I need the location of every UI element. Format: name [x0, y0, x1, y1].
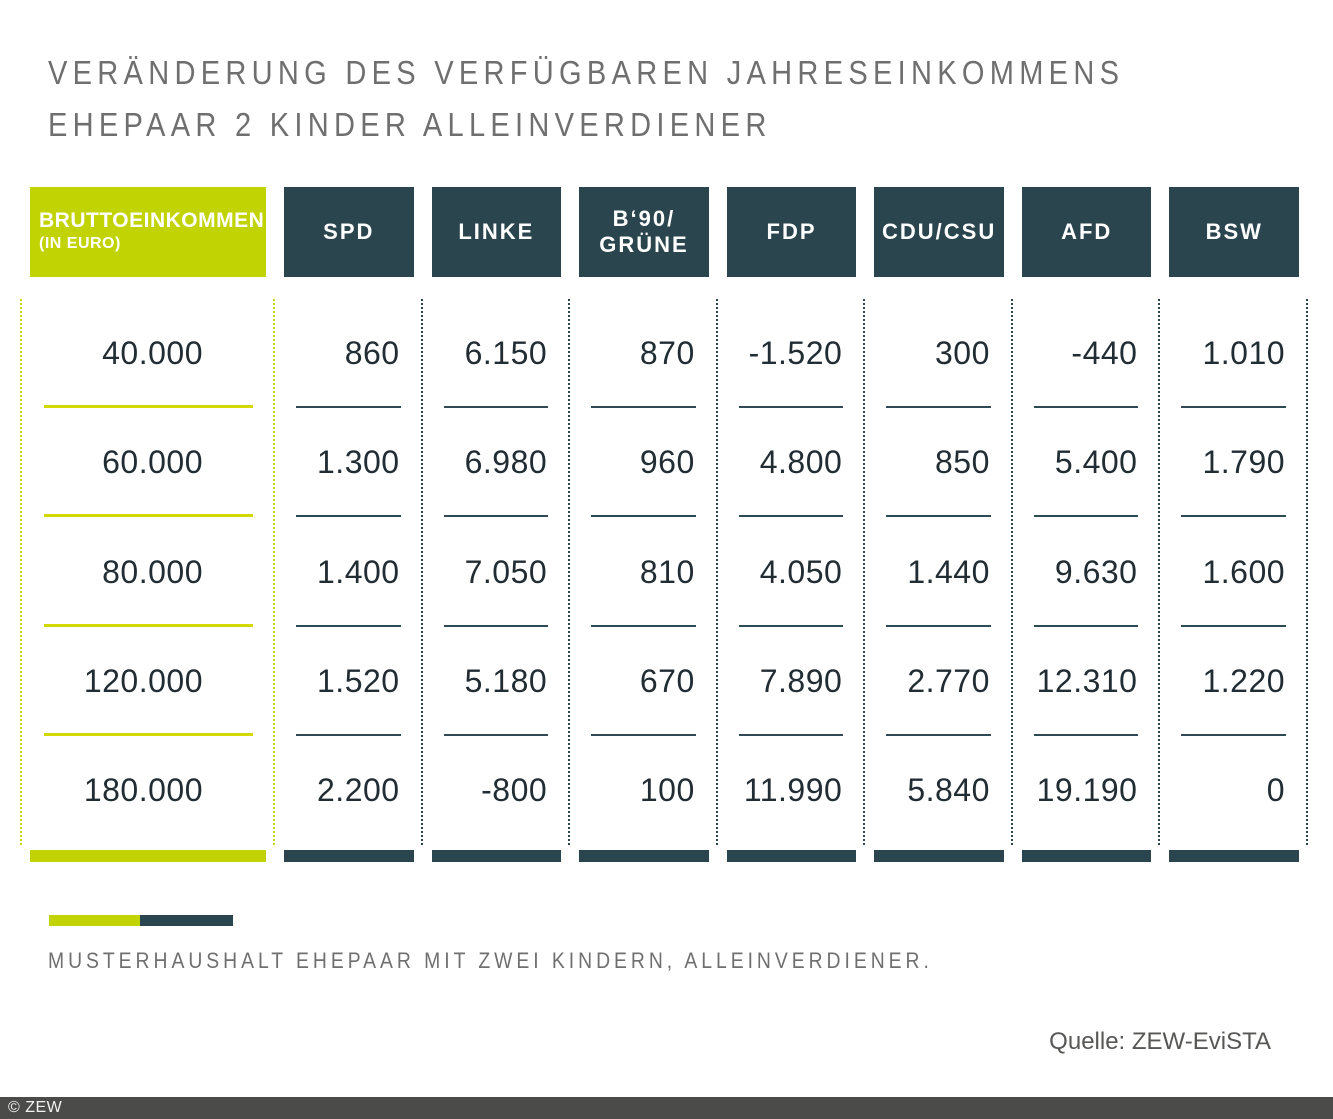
page-title-line-2: EHEPAAR 2 KINDER ALLEINVERDIENER	[48, 106, 772, 143]
legend-swatch-teal	[140, 915, 233, 926]
value-cell: -1.520	[718, 299, 864, 409]
value-cell: 1.520	[275, 627, 421, 737]
copyright-label: © ZEW	[8, 1099, 63, 1116]
value-cell: -440	[1013, 299, 1159, 409]
income-cell: 60.000	[22, 408, 273, 518]
column-footer-bar	[284, 850, 414, 862]
party-header-bsw: BSW	[1169, 187, 1300, 277]
value-cell: 5.180	[423, 627, 569, 737]
column-bsw: BSW 1.010 1.790 1.600 1.220 0	[1160, 187, 1309, 862]
column-footer-bar	[431, 850, 562, 862]
column-body: 300 850 1.440 2.770 5.840	[865, 299, 1013, 845]
income-header-sublabel: (IN EURO)	[39, 235, 121, 252]
value-cell: 6.980	[423, 408, 569, 518]
income-cell: 40.000	[22, 299, 273, 409]
column-footer-bar	[726, 850, 857, 862]
value-cell: 670	[570, 627, 716, 737]
value-cell: 0	[1266, 771, 1286, 808]
value-cell: 2.200	[317, 771, 400, 808]
source-credit: Quelle: ZEW-EviSTA	[1049, 1028, 1271, 1055]
value-cell: 810	[570, 517, 716, 627]
column-afd: AFD -440 5.400 9.630 12.310 19.190	[1013, 187, 1161, 862]
value-cell: 4.050	[718, 517, 864, 627]
value-cell: -800	[481, 771, 548, 808]
legend	[49, 915, 233, 926]
column-footer-bar	[1169, 850, 1300, 862]
income-column-footer-bar	[30, 850, 266, 862]
value-cell: 6.150	[423, 299, 569, 409]
value-cell: 960	[570, 408, 716, 518]
income-cell: 180.000	[83, 771, 203, 808]
column-footer-bar	[874, 850, 1004, 862]
value-cell: 5.400	[1013, 408, 1159, 518]
income-column-header: BRUTTOEINKOMMEN (IN EURO)	[30, 187, 266, 277]
column-fdp: FDP -1.520 4.800 4.050 7.890 11.990	[718, 187, 866, 862]
party-header-afd: AFD	[1021, 187, 1152, 277]
value-cell: 5.840	[907, 771, 990, 808]
party-header-linke: LINKE	[431, 187, 562, 277]
footnote: MUSTERHAUSHALT EHEPAAR MIT ZWEI KINDERN,…	[48, 948, 933, 973]
column-linke: LINKE 6.150 6.980 7.050 5.180 -800	[423, 187, 571, 862]
copyright-bar: © ZEW	[0, 1097, 1333, 1119]
value-cell: 11.990	[743, 771, 843, 808]
column-body: -440 5.400 9.630 12.310 19.190	[1013, 299, 1161, 845]
page-title-line-1: VERÄNDERUNG DES VERFÜGBAREN JAHRESEINKOM…	[48, 54, 1125, 91]
party-header-fdp: FDP	[726, 187, 857, 277]
column-body: 870 960 810 670 100	[570, 299, 718, 845]
column-body: 860 1.300 1.400 1.520 2.200	[275, 299, 423, 845]
value-cell: 100	[639, 771, 695, 808]
page-title: VERÄNDERUNG DES VERFÜGBAREN JAHRESEINKOM…	[48, 47, 1124, 151]
value-cell: 850	[865, 408, 1011, 518]
value-cell: 19.190	[1036, 771, 1138, 808]
value-cell: 12.310	[1013, 627, 1159, 737]
column-footer-bar	[1021, 850, 1152, 862]
column-cdu-csu: CDU/CSU 300 850 1.440 2.770 5.840	[865, 187, 1013, 862]
column-body: 1.010 1.790 1.600 1.220 0	[1160, 299, 1309, 845]
column-body: 6.150 6.980 7.050 5.180 -800	[423, 299, 571, 845]
value-cell: 860	[275, 299, 421, 409]
value-cell: 870	[570, 299, 716, 409]
value-cell: 9.630	[1013, 517, 1159, 627]
income-header-label: BRUTTOEINKOMMEN	[39, 209, 265, 232]
value-cell: 1.220	[1160, 627, 1306, 737]
column-body: -1.520 4.800 4.050 7.890 11.990	[718, 299, 866, 845]
column-gruene: B‘90/ GRÜNE 870 960 810 670 100	[570, 187, 718, 862]
value-cell: 7.050	[423, 517, 569, 627]
value-cell: 7.890	[718, 627, 864, 737]
value-cell: 1.600	[1160, 517, 1306, 627]
value-cell: 2.770	[865, 627, 1011, 737]
value-cell: 1.440	[865, 517, 1011, 627]
party-header-gruene: B‘90/ GRÜNE	[579, 187, 709, 277]
value-cell: 4.800	[718, 408, 864, 518]
income-cell: 80.000	[22, 517, 273, 627]
value-cell: 300	[865, 299, 1011, 409]
value-cell: 1.400	[275, 517, 421, 627]
value-cell: 1.300	[275, 408, 421, 518]
value-cell: 1.010	[1160, 299, 1306, 409]
party-header-spd: SPD	[284, 187, 414, 277]
income-change-table: BRUTTOEINKOMMEN (IN EURO) 40.000 60.000 …	[20, 187, 1309, 862]
value-cell: 1.790	[1160, 408, 1306, 518]
column-footer-bar	[579, 850, 709, 862]
column-spd: SPD 860 1.300 1.400 1.520 2.200	[275, 187, 423, 862]
party-header-cdu-csu: CDU/CSU	[874, 187, 1004, 277]
legend-swatch-green	[49, 915, 140, 926]
income-column-body: 40.000 60.000 80.000 120.000 180.000	[20, 299, 275, 845]
column-bruttoeinkommen: BRUTTOEINKOMMEN (IN EURO) 40.000 60.000 …	[20, 187, 275, 862]
income-cell: 120.000	[22, 627, 273, 737]
